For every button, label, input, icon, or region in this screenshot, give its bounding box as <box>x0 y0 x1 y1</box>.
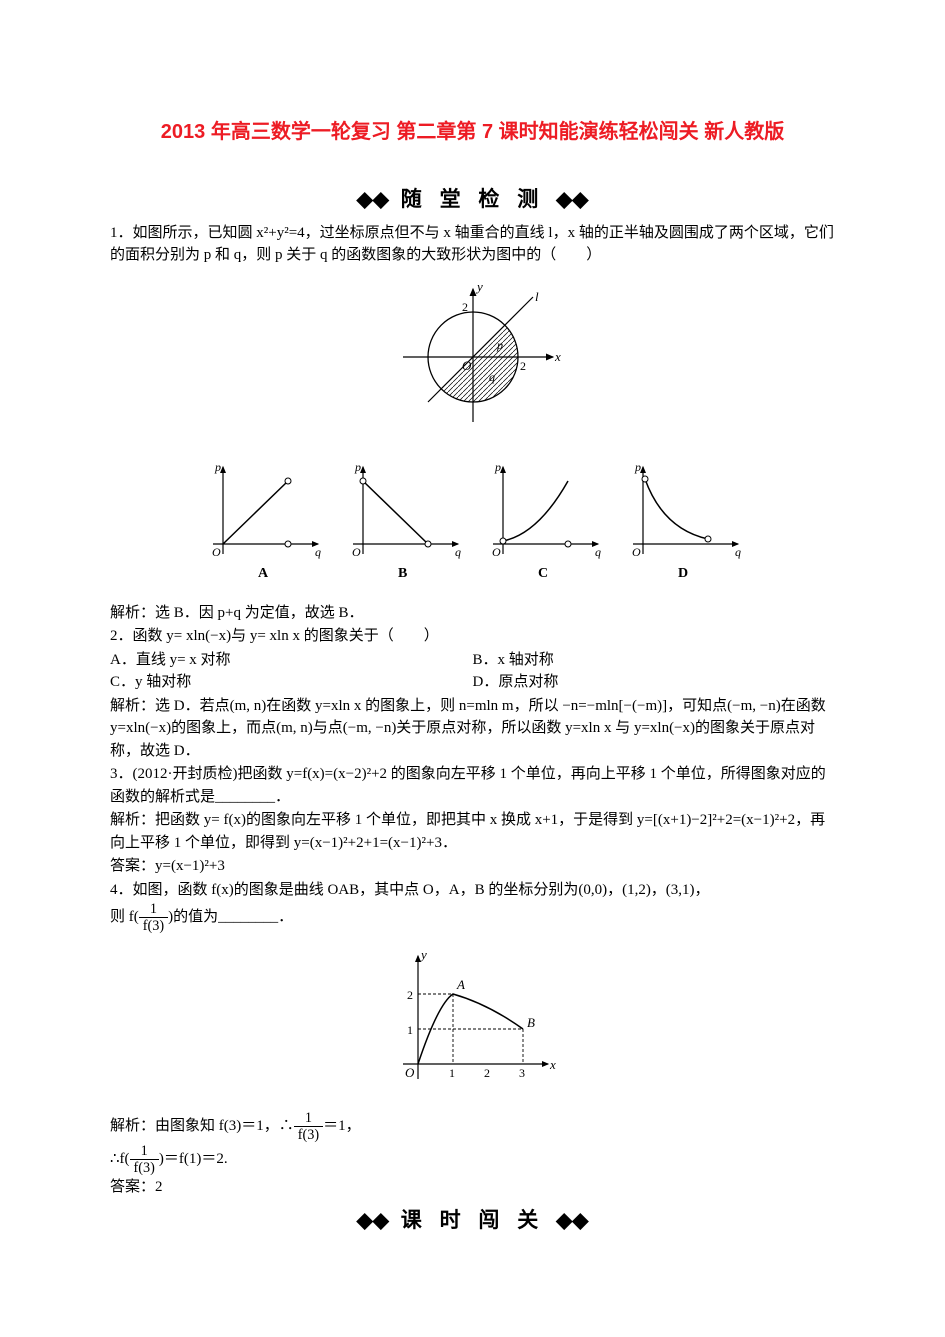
svg-text:A: A <box>456 977 465 992</box>
svg-text:B: B <box>527 1015 535 1030</box>
q4-2b: )的值为________． <box>168 909 293 925</box>
svg-text:D: D <box>678 566 688 581</box>
q4-line1: 4．如图，函数 f(x)的图象是曲线 OAB，其中点 O，A，B 的坐标分别为(… <box>110 879 835 902</box>
banner1-text: 随 堂 检 测 <box>401 188 545 211</box>
diamond-left2: ◆◆ <box>357 1209 389 1232</box>
q2-explanation: 解析：选 D．若点(m, n)在函数 y=xln x 的图象上，则 n=mln … <box>110 695 835 763</box>
svg-text:O: O <box>492 545 501 559</box>
q2-opt-c: C．y 轴对称 <box>110 671 473 694</box>
svg-text:2: 2 <box>484 1066 490 1080</box>
svg-text:O: O <box>212 545 221 559</box>
q2-options: A．直线 y= x 对称 B．x 轴对称 C．y 轴对称 D．原点对称 <box>110 649 835 694</box>
svg-text:B: B <box>398 566 407 581</box>
q4-2a: 则 f( <box>110 909 139 925</box>
svg-text:2: 2 <box>462 300 468 314</box>
q4-answer: 答案：2 <box>110 1176 835 1199</box>
q2-opt-b: B．x 轴对称 <box>473 649 836 672</box>
svg-text:p: p <box>634 460 641 474</box>
options-figure: O p q A O p q B O p q C <box>110 454 835 592</box>
q4-exp-a: 解析：由图象知 f(3)＝1，∴ <box>110 1118 294 1134</box>
svg-text:O: O <box>462 358 472 373</box>
q1-stem: 1．如图所示，已知圆 x²+y²=4，过坐标原点但不与 x 轴重合的直线 l，x… <box>110 222 835 267</box>
banner2-text: 课 时 闯 关 <box>401 1209 545 1232</box>
frac-1: 1f(3) <box>139 902 168 934</box>
svg-text:q: q <box>315 545 321 559</box>
frac-3: 1f(3) <box>130 1144 159 1176</box>
svg-text:p: p <box>494 460 501 474</box>
frac-2: 1f(3) <box>294 1111 323 1143</box>
svg-text:q: q <box>489 370 495 384</box>
q2-opt-d: D．原点对称 <box>473 671 836 694</box>
q4-exp2b: )＝f(1)＝2. <box>159 1151 228 1167</box>
svg-text:x: x <box>554 349 561 364</box>
svg-text:O: O <box>405 1065 415 1080</box>
svg-text:C: C <box>538 566 548 581</box>
curve-figure: O x y A B 1 2 3 1 2 <box>110 944 835 1102</box>
svg-text:p: p <box>354 460 361 474</box>
svg-text:p: p <box>214 460 221 474</box>
diamond-right: ◆◆ <box>556 188 588 211</box>
svg-text:y: y <box>419 947 427 962</box>
svg-text:2: 2 <box>520 359 526 373</box>
circle-figure: x y O l 2 2 p q <box>110 277 835 445</box>
q4-explanation-2: ∴f(1f(3))＝f(1)＝2. <box>110 1144 835 1176</box>
banner-suitang: ◆◆ 随 堂 检 测 ◆◆ <box>110 184 835 216</box>
q2-opt-a: A．直线 y= x 对称 <box>110 649 473 672</box>
page-title: 2013 年高三数学一轮复习 第二章第 7 课时知能演练轻松闯关 新人教版 <box>110 110 835 154</box>
q3-explanation: 解析：把函数 y= f(x)的图象向左平移 1 个单位，即把其中 x 换成 x+… <box>110 809 835 854</box>
svg-text:3: 3 <box>519 1066 525 1080</box>
q4-exp2a: ∴f( <box>110 1151 130 1167</box>
q4-line2: 则 f(1f(3))的值为________． <box>110 902 835 934</box>
svg-text:q: q <box>595 545 601 559</box>
svg-text:y: y <box>475 279 483 294</box>
q3-answer: 答案：y=(x−1)²+3 <box>110 855 835 878</box>
svg-text:q: q <box>455 545 461 559</box>
svg-text:l: l <box>535 289 539 304</box>
svg-text:2: 2 <box>407 988 413 1002</box>
svg-text:O: O <box>352 545 361 559</box>
banner-keshi: ◆◆ 课 时 闯 关 ◆◆ <box>110 1205 835 1237</box>
q3-stem: 3．(2012·开封质检)把函数 y=f(x)=(x−2)²+2 的图象向左平移… <box>110 763 835 808</box>
svg-text:q: q <box>735 545 741 559</box>
svg-text:O: O <box>632 545 641 559</box>
svg-text:1: 1 <box>449 1066 455 1080</box>
q2-stem: 2．函数 y= xln(−x)与 y= xln x 的图象关于（ ） <box>110 625 835 648</box>
diamond-right2: ◆◆ <box>556 1209 588 1232</box>
svg-text:A: A <box>258 566 269 581</box>
svg-text:x: x <box>549 1057 556 1072</box>
svg-text:1: 1 <box>407 1023 413 1037</box>
diamond-left: ◆◆ <box>357 188 389 211</box>
q4-exp-b: ＝1， <box>323 1118 361 1134</box>
svg-text:p: p <box>496 338 503 352</box>
q1-answer: 解析：选 B．因 p+q 为定值，故选 B． <box>110 602 835 625</box>
q4-explanation-1: 解析：由图象知 f(3)＝1，∴1f(3)＝1， <box>110 1111 835 1143</box>
